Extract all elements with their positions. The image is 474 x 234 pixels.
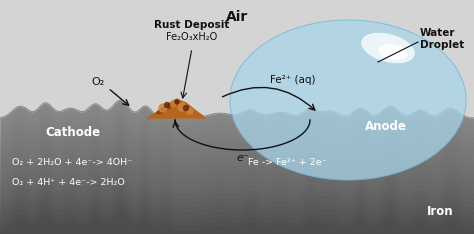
Bar	[0, 166, 474, 168]
Text: Water
Droplet: Water Droplet	[420, 28, 464, 50]
Bar	[0, 165, 474, 166]
Bar	[0, 228, 474, 230]
Bar	[0, 174, 474, 176]
Bar	[0, 135, 474, 137]
Bar	[0, 188, 474, 190]
Bar	[0, 182, 474, 184]
Text: Iron: Iron	[427, 205, 453, 218]
Bar	[0, 193, 474, 195]
Bar	[0, 224, 474, 226]
Bar	[0, 180, 474, 182]
Circle shape	[187, 108, 193, 114]
Text: Fe -> Fe²⁺ + 2e⁻: Fe -> Fe²⁺ + 2e⁻	[248, 158, 327, 167]
Text: Cathode: Cathode	[45, 126, 100, 139]
Bar	[0, 222, 474, 224]
Bar	[0, 172, 474, 174]
Bar	[0, 205, 474, 207]
Bar	[0, 151, 474, 153]
Bar	[0, 0, 474, 118]
Circle shape	[159, 104, 167, 112]
Circle shape	[183, 106, 189, 110]
Bar	[0, 176, 474, 178]
Circle shape	[178, 103, 186, 111]
Text: O₂ + 4H⁺ + 4e⁻-> 2H₂O: O₂ + 4H⁺ + 4e⁻-> 2H₂O	[12, 178, 125, 187]
Bar	[0, 203, 474, 205]
Bar	[0, 211, 474, 213]
Bar	[0, 199, 474, 201]
Circle shape	[164, 102, 170, 107]
Ellipse shape	[230, 20, 466, 180]
Bar	[0, 220, 474, 222]
Bar	[0, 161, 474, 162]
Circle shape	[175, 100, 179, 104]
Bar	[0, 209, 474, 211]
Bar	[0, 124, 474, 126]
Bar	[0, 157, 474, 159]
Bar	[0, 213, 474, 215]
Circle shape	[170, 101, 176, 107]
Ellipse shape	[361, 33, 415, 63]
Text: Air: Air	[226, 10, 248, 24]
Bar	[0, 132, 474, 133]
Bar	[0, 159, 474, 161]
Bar	[0, 219, 474, 220]
Bar	[0, 215, 474, 217]
Text: O₂ + 2H₂O + 4e⁻-> 4OH⁻: O₂ + 2H₂O + 4e⁻-> 4OH⁻	[12, 158, 132, 167]
Bar	[0, 130, 474, 132]
Bar	[0, 170, 474, 172]
Bar	[0, 230, 474, 232]
Bar	[0, 207, 474, 209]
Bar	[0, 118, 474, 120]
Bar	[0, 147, 474, 149]
Bar	[0, 139, 474, 141]
Bar	[0, 217, 474, 219]
Bar	[0, 168, 474, 170]
Bar	[0, 191, 474, 193]
Bar	[0, 201, 474, 203]
Text: e⁻: e⁻	[236, 153, 249, 163]
Bar	[0, 137, 474, 139]
Bar	[0, 190, 474, 191]
Bar	[0, 133, 474, 135]
Bar	[0, 162, 474, 165]
Bar	[0, 143, 474, 145]
Text: Rust Deposit: Rust Deposit	[155, 20, 230, 30]
Bar	[0, 186, 474, 188]
Bar	[0, 184, 474, 186]
Bar	[0, 126, 474, 128]
Bar	[0, 232, 474, 234]
Bar	[0, 178, 474, 180]
Bar	[0, 145, 474, 147]
Bar	[0, 153, 474, 155]
Bar	[0, 120, 474, 122]
Bar	[0, 149, 474, 151]
Bar	[0, 122, 474, 124]
Bar	[0, 195, 474, 197]
Bar	[0, 141, 474, 143]
Polygon shape	[156, 101, 178, 114]
Bar	[0, 155, 474, 157]
Bar	[0, 197, 474, 199]
Bar	[0, 128, 474, 130]
Bar	[0, 226, 474, 228]
Text: Fe²⁺ (aq): Fe²⁺ (aq)	[270, 75, 316, 85]
Polygon shape	[147, 99, 205, 118]
Text: O₂: O₂	[91, 77, 105, 87]
Text: Anode: Anode	[365, 120, 407, 133]
Text: Fe₂O₃xH₂O: Fe₂O₃xH₂O	[166, 32, 218, 42]
Ellipse shape	[378, 44, 408, 60]
